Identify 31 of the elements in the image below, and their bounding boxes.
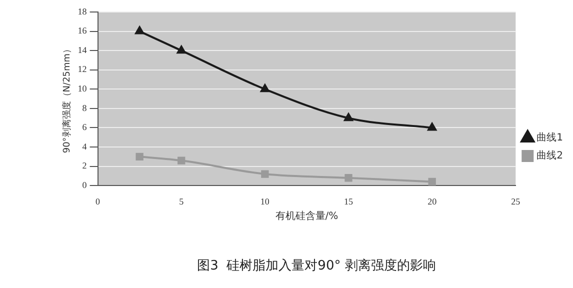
y-tick-label: 18 bbox=[78, 6, 88, 16]
y-tick-label: 0 bbox=[82, 180, 88, 190]
x-tick-label: 20 bbox=[428, 196, 438, 206]
y-tick-label: 6 bbox=[82, 122, 88, 132]
x-tick-label: 0 bbox=[96, 196, 101, 206]
point bbox=[178, 156, 186, 164]
x-axis-title: 有机硅含量/% bbox=[275, 210, 338, 222]
y-axis-title: 90°剥离强度（N/25mm） bbox=[62, 44, 73, 154]
point bbox=[428, 122, 437, 131]
x-tick-label: 25 bbox=[511, 196, 521, 206]
point bbox=[261, 170, 269, 178]
point bbox=[344, 113, 353, 122]
point bbox=[260, 84, 270, 92]
x-tick-label: 5 bbox=[179, 196, 184, 206]
text: 图3 硅树脂加入量对90° 剥离强度的影响 bbox=[197, 258, 436, 274]
x-tick-label: 15 bbox=[344, 196, 354, 206]
legend-label: 曲线1 bbox=[536, 132, 564, 144]
y-tick-label: 4 bbox=[82, 141, 88, 152]
point bbox=[428, 178, 436, 186]
y-tick-label: 16 bbox=[78, 26, 88, 36]
legend-label: 曲线2 bbox=[536, 150, 564, 162]
y-tick-label: 2 bbox=[82, 160, 87, 171]
x-tick-label: 10 bbox=[260, 196, 270, 206]
y-tick-label: 8 bbox=[82, 102, 88, 113]
point bbox=[135, 26, 144, 34]
point bbox=[344, 174, 352, 182]
y-tick-label: 14 bbox=[78, 44, 88, 55]
y-tick-label: 10 bbox=[78, 84, 88, 94]
point bbox=[136, 152, 144, 160]
point bbox=[176, 46, 186, 54]
y-tick-label: 12 bbox=[78, 64, 87, 74]
